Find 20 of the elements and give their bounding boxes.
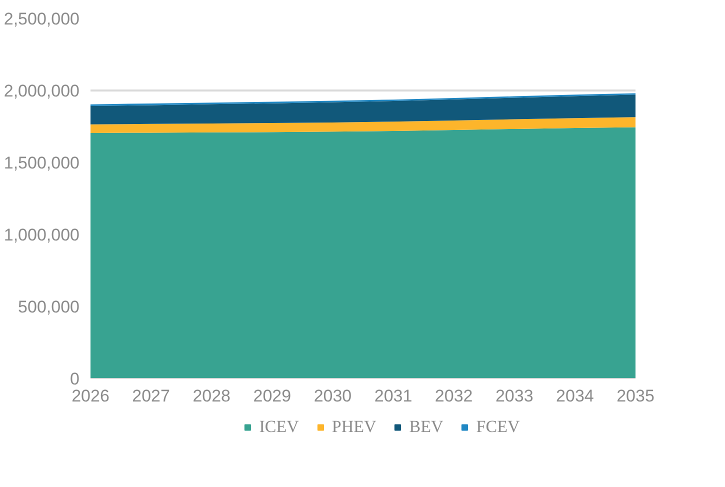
y-tick-label: 2,500,000 — [4, 10, 80, 28]
x-tick-label: 2031 — [374, 386, 412, 406]
x-tick-label: 2035 — [616, 386, 654, 406]
x-tick-label: 2028 — [192, 386, 231, 406]
x-tick-label: 2026 — [72, 386, 110, 406]
y-tick-label: 1,000,000 — [4, 226, 80, 244]
x-tick-label: 2027 — [132, 386, 170, 406]
y-tick-label: 0 — [70, 370, 80, 388]
x-tick-label: 2033 — [495, 386, 534, 406]
x-tick-label: 2030 — [314, 386, 352, 406]
x-tick-label: 2032 — [434, 386, 473, 406]
x-tick-label: 2029 — [253, 386, 292, 406]
y-tick-label: 1,500,000 — [4, 154, 80, 172]
x-tick-label: 2034 — [556, 386, 594, 406]
legend-label: FCEV — [476, 416, 520, 436]
legend-label: BEV — [409, 416, 444, 436]
legend-label: ICEV — [259, 416, 299, 436]
legend-label: PHEV — [332, 416, 376, 436]
y-tick-label: 500,000 — [18, 298, 80, 316]
y-tick-label: 2,000,000 — [4, 82, 80, 100]
